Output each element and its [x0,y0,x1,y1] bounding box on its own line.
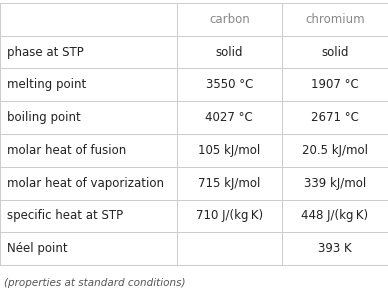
Text: specific heat at STP: specific heat at STP [7,209,123,222]
Text: (properties at standard conditions): (properties at standard conditions) [4,278,185,288]
Text: 448 J/(kg K): 448 J/(kg K) [301,209,369,222]
Text: 393 K: 393 K [318,242,352,255]
Text: solid: solid [321,46,349,59]
Text: Néel point: Néel point [7,242,68,255]
Text: melting point: melting point [7,79,86,91]
Text: boiling point: boiling point [7,111,81,124]
Text: 20.5 kJ/mol: 20.5 kJ/mol [302,144,368,157]
Text: 2671 °C: 2671 °C [311,111,359,124]
Text: molar heat of vaporization: molar heat of vaporization [7,177,164,190]
Text: 339 kJ/mol: 339 kJ/mol [304,177,366,190]
Text: 4027 °C: 4027 °C [205,111,253,124]
Text: 1907 °C: 1907 °C [311,79,359,91]
Text: 710 J/(kg K): 710 J/(kg K) [196,209,263,222]
Text: chromium: chromium [305,13,365,26]
Text: 105 kJ/mol: 105 kJ/mol [198,144,260,157]
Text: solid: solid [216,46,243,59]
Text: 715 kJ/mol: 715 kJ/mol [198,177,260,190]
Text: phase at STP: phase at STP [7,46,84,59]
Text: molar heat of fusion: molar heat of fusion [7,144,126,157]
Text: carbon: carbon [209,13,250,26]
Text: 3550 °C: 3550 °C [206,79,253,91]
